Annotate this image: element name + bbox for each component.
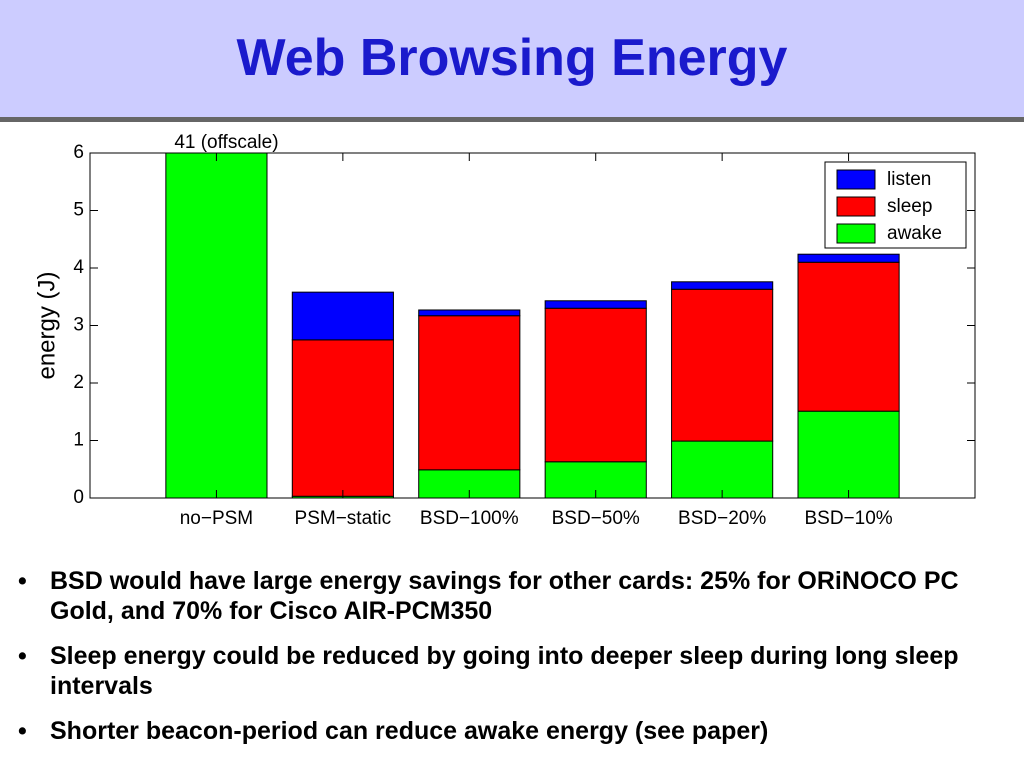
bar-segment — [671, 440, 774, 498]
legend-swatch — [836, 196, 876, 217]
x-tick-label: BSD−100% — [420, 508, 519, 529]
bar-segment — [671, 281, 774, 290]
x-tick-label: no−PSM — [180, 508, 253, 529]
bar-segment — [797, 253, 900, 263]
y-tick-label: 4 — [73, 257, 84, 278]
bullet: Shorter beacon-period can reduce awake e… — [18, 716, 1008, 746]
bar-segment — [671, 288, 774, 442]
x-tick-label: BSD−10% — [804, 508, 892, 529]
y-tick-label: 1 — [73, 430, 84, 451]
annotation: 41 (offscale) — [174, 132, 278, 153]
header: Web Browsing Energy — [0, 0, 1024, 122]
legend-label: listen — [887, 169, 931, 190]
y-tick-label: 0 — [73, 487, 84, 508]
bar-segment — [544, 307, 647, 463]
bar-segment — [544, 300, 647, 309]
bar-segment — [418, 315, 521, 471]
y-tick-label: 3 — [73, 315, 84, 336]
x-tick-label: BSD−50% — [552, 508, 640, 529]
bar-segment — [291, 291, 394, 341]
bar-segment — [165, 153, 268, 498]
x-tick-label: BSD−20% — [678, 508, 766, 529]
y-axis-label: energy (J) — [33, 271, 60, 379]
bullet: Sleep energy could be reduced by going i… — [18, 641, 1008, 701]
y-tick-label: 6 — [73, 142, 84, 163]
y-tick-label: 2 — [73, 372, 84, 393]
x-tick-label: PSM−static — [295, 508, 392, 529]
legend-swatch — [836, 223, 876, 244]
bullet: BSD would have large energy savings for … — [18, 566, 1008, 626]
chart: no−PSM PSM−static BSD−100% BSD−50% BSD−20% BS… — [33, 132, 976, 529]
bar-segment — [418, 309, 521, 317]
bars — [165, 153, 900, 498]
bar-segment — [291, 339, 394, 497]
legend-label: sleep — [887, 196, 932, 217]
slide-title: Web Browsing Energy — [236, 29, 788, 87]
bar-segment — [797, 410, 900, 498]
legend-label: awake — [887, 223, 942, 244]
legend-swatch — [836, 169, 876, 190]
y-tick-label: 5 — [73, 200, 84, 221]
bar-segment — [797, 261, 900, 412]
bullet-list: BSD would have large energy savings for … — [18, 566, 1008, 761]
